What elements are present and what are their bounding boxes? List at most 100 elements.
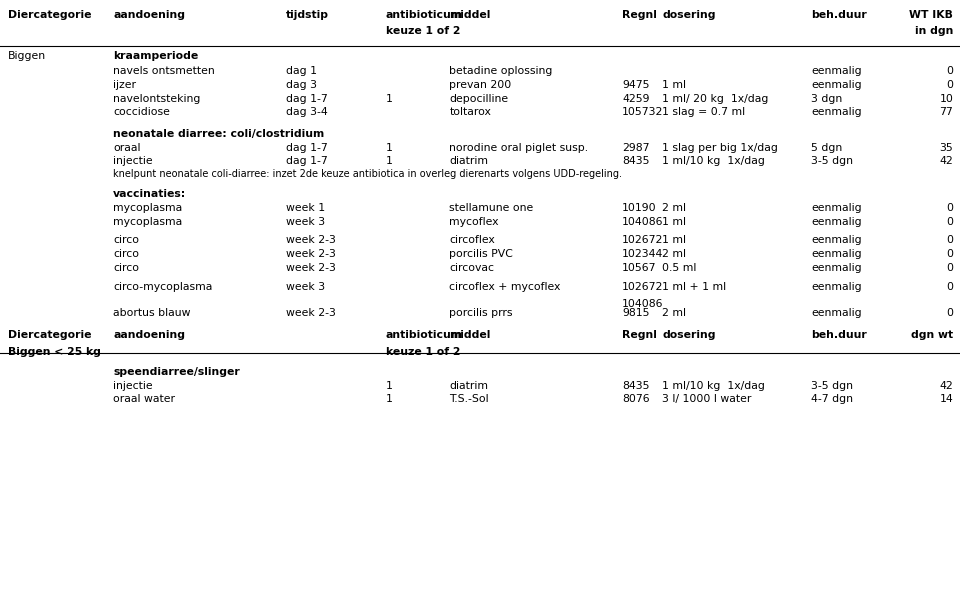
Text: toltarox: toltarox [449, 107, 492, 117]
Text: mycoplasma: mycoplasma [113, 216, 182, 226]
Text: 10190: 10190 [622, 203, 657, 213]
Text: diatrim: diatrim [449, 156, 489, 166]
Text: 8435: 8435 [622, 381, 650, 391]
Text: keuze 1 of 2: keuze 1 of 2 [386, 346, 461, 356]
Text: circoflex: circoflex [449, 235, 495, 245]
Text: 3-5 dgn: 3-5 dgn [811, 381, 853, 391]
Text: knelpunt neonatale coli-diarree: inzet 2de keuze antibiotica in overleg dierenar: knelpunt neonatale coli-diarree: inzet 2… [113, 169, 622, 179]
Text: in dgn: in dgn [915, 26, 953, 36]
Text: eenmalig: eenmalig [811, 235, 862, 245]
Text: injectie: injectie [113, 381, 153, 391]
Text: speendiarree/slinger: speendiarree/slinger [113, 367, 240, 377]
Text: neonatale diarree: coli/clostridium: neonatale diarree: coli/clostridium [113, 129, 324, 139]
Text: T.S.-Sol: T.S.-Sol [449, 394, 489, 404]
Text: 9475: 9475 [622, 80, 650, 90]
Text: middel: middel [449, 9, 491, 20]
Text: eenmalig: eenmalig [811, 281, 862, 291]
Text: betadine oplossing: betadine oplossing [449, 66, 553, 76]
Text: 1: 1 [386, 93, 393, 103]
Text: 1 ml/ 20 kg  1x/dag: 1 ml/ 20 kg 1x/dag [662, 93, 769, 103]
Text: diatrim: diatrim [449, 381, 489, 391]
Text: antibioticum: antibioticum [386, 330, 463, 340]
Text: circovac: circovac [449, 262, 494, 272]
Text: 0: 0 [947, 281, 953, 291]
Text: circo-mycoplasma: circo-mycoplasma [113, 281, 213, 291]
Text: 10: 10 [940, 93, 953, 103]
Text: 0: 0 [947, 262, 953, 272]
Text: injectie: injectie [113, 156, 153, 166]
Text: 2 ml: 2 ml [662, 203, 686, 213]
Text: Biggen: Biggen [8, 51, 46, 61]
Text: 14: 14 [940, 394, 953, 404]
Text: norodine oral piglet susp.: norodine oral piglet susp. [449, 142, 588, 152]
Text: 5 dgn: 5 dgn [811, 142, 843, 152]
Text: 104086: 104086 [622, 216, 663, 226]
Text: 0: 0 [947, 249, 953, 259]
Text: 0.5 ml: 0.5 ml [662, 262, 697, 272]
Text: vaccinaties:: vaccinaties: [113, 189, 186, 199]
Text: 1 ml: 1 ml [662, 80, 686, 90]
Text: porcilis PVC: porcilis PVC [449, 249, 514, 259]
Text: dag 1-7: dag 1-7 [286, 142, 327, 152]
Text: navelontsteking: navelontsteking [113, 93, 201, 103]
Text: week 2-3: week 2-3 [286, 262, 336, 272]
Text: 102672: 102672 [622, 235, 663, 245]
Text: 1 ml/10 kg  1x/dag: 1 ml/10 kg 1x/dag [662, 156, 765, 166]
Text: dosering: dosering [662, 330, 716, 340]
Text: 9815: 9815 [622, 308, 650, 318]
Text: 2987: 2987 [622, 142, 650, 152]
Text: eenmalig: eenmalig [811, 249, 862, 259]
Text: 2 ml: 2 ml [662, 308, 686, 318]
Text: week 2-3: week 2-3 [286, 249, 336, 259]
Text: oraal: oraal [113, 142, 141, 152]
Text: Regnl: Regnl [622, 9, 657, 20]
Text: week 2-3: week 2-3 [286, 308, 336, 318]
Text: week 3: week 3 [286, 281, 325, 291]
Text: eenmalig: eenmalig [811, 262, 862, 272]
Text: circo: circo [113, 235, 139, 245]
Text: 1 slag per big 1x/dag: 1 slag per big 1x/dag [662, 142, 779, 152]
Text: week 3: week 3 [286, 216, 325, 226]
Text: oraal water: oraal water [113, 394, 176, 404]
Text: 0: 0 [947, 235, 953, 245]
Text: 77: 77 [940, 107, 953, 117]
Text: tijdstip: tijdstip [286, 9, 329, 20]
Text: coccidiose: coccidiose [113, 107, 170, 117]
Text: Diercategorie: Diercategorie [8, 9, 91, 20]
Text: kraamperiode: kraamperiode [113, 51, 199, 61]
Text: 8076: 8076 [622, 394, 650, 404]
Text: eenmalig: eenmalig [811, 107, 862, 117]
Text: Diercategorie: Diercategorie [8, 330, 91, 340]
Text: WT IKB: WT IKB [909, 9, 953, 20]
Text: 0: 0 [947, 66, 953, 76]
Text: beh.duur: beh.duur [811, 9, 867, 20]
Text: dag 1-7: dag 1-7 [286, 93, 327, 103]
Text: stellamune one: stellamune one [449, 203, 534, 213]
Text: 105732: 105732 [622, 107, 663, 117]
Text: 1 ml + 1 ml: 1 ml + 1 ml [662, 281, 727, 291]
Text: 3-5 dgn: 3-5 dgn [811, 156, 853, 166]
Text: eenmalig: eenmalig [811, 308, 862, 318]
Text: circoflex + mycoflex: circoflex + mycoflex [449, 281, 561, 291]
Text: dag 3-4: dag 3-4 [286, 107, 327, 117]
Text: 0: 0 [947, 308, 953, 318]
Text: 102672: 102672 [622, 281, 663, 291]
Text: 42: 42 [940, 381, 953, 391]
Text: eenmalig: eenmalig [811, 66, 862, 76]
Text: dosering: dosering [662, 9, 716, 20]
Text: depocilline: depocilline [449, 93, 509, 103]
Text: 1 ml: 1 ml [662, 235, 686, 245]
Text: Biggen < 25 kg: Biggen < 25 kg [8, 346, 101, 356]
Text: navels ontsmetten: navels ontsmetten [113, 66, 215, 76]
Text: aandoening: aandoening [113, 330, 185, 340]
Text: dag 3: dag 3 [286, 80, 317, 90]
Text: 1 slag = 0.7 ml: 1 slag = 0.7 ml [662, 107, 746, 117]
Text: 42: 42 [940, 156, 953, 166]
Text: dag 1: dag 1 [286, 66, 317, 76]
Text: keuze 1 of 2: keuze 1 of 2 [386, 26, 461, 36]
Text: 1: 1 [386, 156, 393, 166]
Text: 0: 0 [947, 203, 953, 213]
Text: 4259: 4259 [622, 93, 650, 103]
Text: 0: 0 [947, 216, 953, 226]
Text: beh.duur: beh.duur [811, 330, 867, 340]
